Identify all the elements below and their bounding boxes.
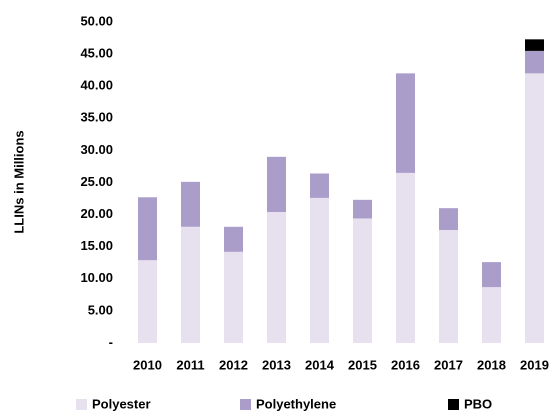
bar-segment: [181, 181, 200, 227]
legend-swatch: [448, 399, 459, 410]
bar-segment: [181, 226, 200, 343]
bar-segment: [482, 287, 501, 343]
bar-segment: [267, 212, 286, 343]
bar-segment: [396, 172, 415, 343]
x-tick-label: 2011: [176, 357, 204, 372]
bar-segment: [525, 50, 544, 74]
y-tick-label: 15.00: [80, 238, 113, 253]
x-tick-label: 2010: [133, 357, 162, 372]
x-tick-label: 2017: [434, 357, 463, 372]
bar-segment: [138, 260, 157, 343]
legend-label: Polyethylene: [256, 396, 336, 411]
legend-label: Polyester: [92, 396, 151, 411]
x-tick-label: 2018: [477, 357, 506, 372]
bar-segment: [353, 218, 372, 343]
y-tick-label: 50.00: [80, 13, 113, 28]
y-tick-label: 45.00: [80, 46, 113, 61]
bar-segment: [267, 156, 286, 213]
x-tick-label: 2015: [348, 357, 377, 372]
x-tick-label: 2019: [520, 357, 549, 372]
bar-segment: [396, 73, 415, 173]
x-tick-label: 2016: [391, 357, 420, 372]
y-tick-label: 5.00: [88, 302, 113, 317]
bar-segment: [439, 230, 458, 343]
y-tick-label: 20.00: [80, 206, 113, 221]
bar-segment: [525, 73, 544, 344]
bar-segment: [224, 251, 243, 343]
bar-segment: [310, 173, 329, 198]
bar-segment: [353, 199, 372, 219]
legend-label: PBO: [464, 396, 492, 411]
y-tick-label: 30.00: [80, 142, 113, 157]
legend-swatch: [76, 399, 87, 410]
legend-swatch: [240, 399, 251, 410]
x-tick-label: 2012: [219, 357, 248, 372]
x-tick-label: 2013: [262, 357, 291, 372]
bar-segment: [525, 39, 544, 51]
y-tick-label: 40.00: [80, 78, 113, 93]
bar-segment: [439, 208, 458, 231]
y-tick-label: -: [109, 334, 113, 349]
y-axis-label: LLINs in Millions: [11, 130, 26, 233]
bar-segment: [224, 226, 243, 252]
bar-segment: [482, 262, 501, 288]
y-tick-label: 10.00: [80, 270, 113, 285]
x-tick-label: 2014: [305, 357, 335, 372]
y-tick-label: 25.00: [80, 174, 113, 189]
bar-segment: [310, 197, 329, 343]
bar-segment: [138, 197, 157, 261]
y-tick-label: 35.00: [80, 110, 113, 125]
